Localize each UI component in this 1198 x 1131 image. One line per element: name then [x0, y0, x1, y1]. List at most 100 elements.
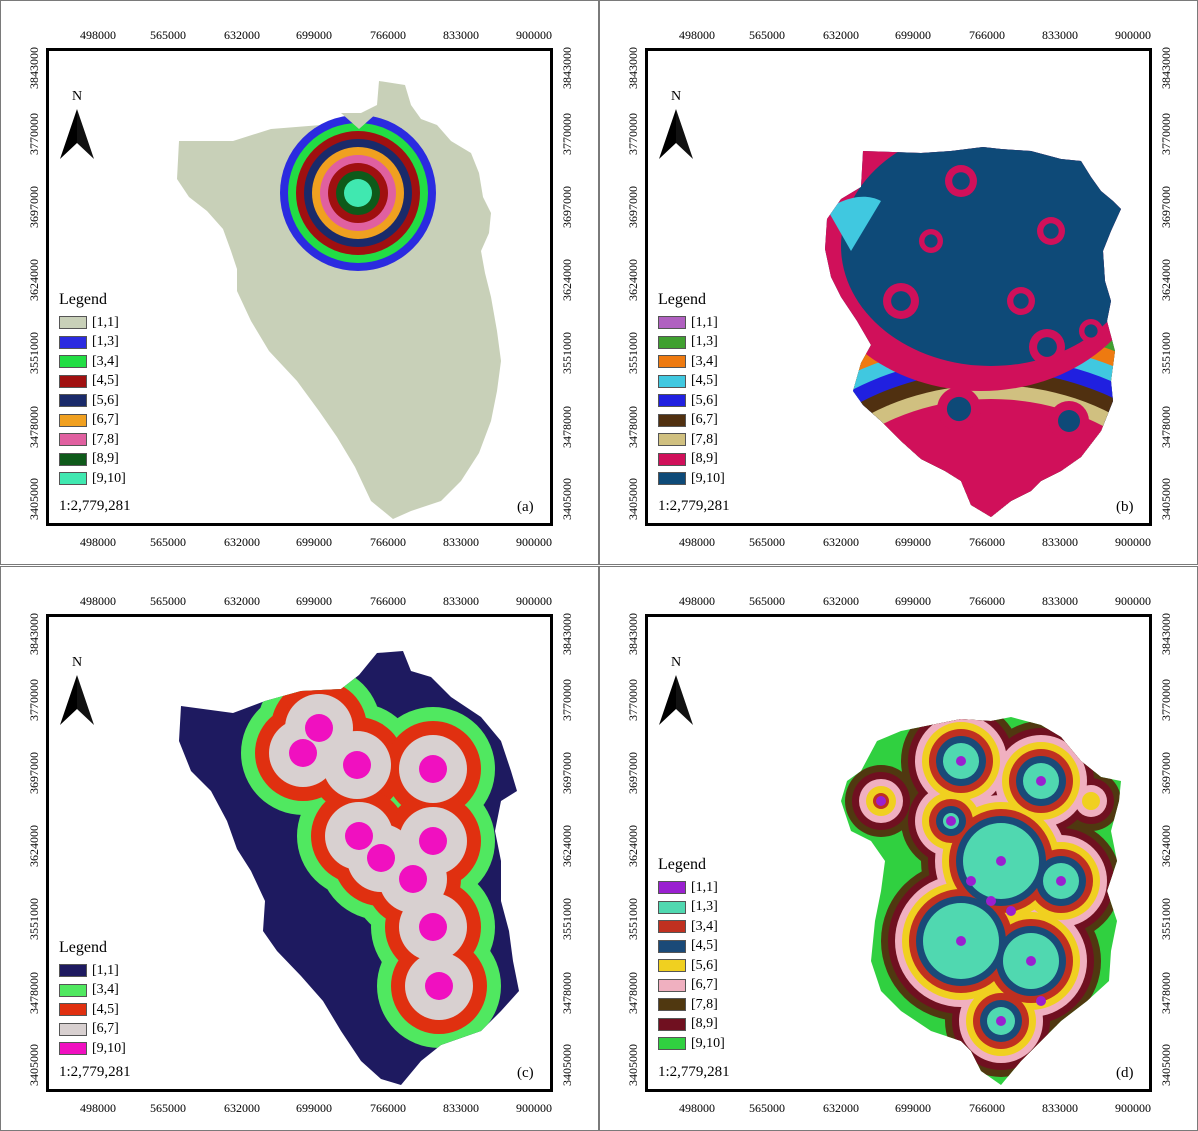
buffer-ring [344, 179, 372, 207]
legend-swatch [658, 433, 686, 447]
legend-item: [6,7] [658, 976, 725, 996]
north-arrow: N [656, 655, 696, 725]
y-tick-label-right: 3551000 [1159, 898, 1173, 940]
y-tick-label-right: 3624000 [1159, 259, 1173, 301]
x-tick-label-top: 632000 [224, 28, 260, 42]
x-tick-label-bottom: 766000 [969, 535, 1005, 549]
legend-item-label: [7,8] [92, 431, 119, 447]
buffer-ring [399, 865, 427, 893]
legend-swatch [658, 959, 686, 973]
y-tick-label-left: 3770000 [27, 113, 41, 155]
legend-swatch [658, 452, 686, 466]
y-tick-label-left: 3697000 [626, 752, 640, 794]
legend-item-label: [4,5] [92, 1001, 119, 1017]
y-tick-label-right: 3697000 [560, 186, 574, 228]
x-tick-label-bottom: 565000 [150, 535, 186, 549]
distance-band [1084, 324, 1098, 338]
legend: Legend [1,1] [1,3] [3,4] [4,5] [5,6] [6,7] [7,8… [658, 291, 725, 489]
north-arrow-label: N [670, 655, 682, 670]
y-tick-label-left: 3697000 [626, 186, 640, 228]
legend-item: [5,6] [658, 956, 725, 976]
y-tick-label-left: 3405000 [626, 1044, 640, 1086]
y-tick-label-left: 3843000 [626, 47, 640, 89]
y-tick-label-right: 3405000 [560, 1044, 574, 1086]
legend-item: [4,5] [658, 937, 725, 957]
x-tick-label-top: 766000 [370, 594, 406, 608]
y-tick-label-right: 3551000 [560, 898, 574, 940]
legend-item-label: [3,4] [92, 982, 119, 998]
legend-item: [6,7] [59, 411, 126, 431]
buffer-ring [305, 714, 333, 742]
north-arrow-icon [659, 109, 693, 159]
x-tick-label-top: 699000 [296, 594, 332, 608]
legend-swatch [658, 413, 686, 427]
legend-title: Legend [658, 291, 706, 308]
y-tick-label-left: 3551000 [27, 332, 41, 374]
distance-band [1058, 410, 1080, 432]
y-tick-label-right: 3405000 [1159, 478, 1173, 520]
legend: Legend [1,1] [1,3] [3,4] [4,5] [5,6] [6,7] [7,8… [658, 856, 725, 1054]
x-tick-label-bottom: 565000 [749, 1101, 785, 1115]
x-tick-label-bottom: 766000 [969, 1101, 1005, 1115]
legend-item: [3,4] [658, 917, 725, 937]
legend-swatch [658, 355, 686, 369]
y-tick-label-right: 3843000 [560, 613, 574, 655]
y-tick-label-right: 3697000 [1159, 186, 1173, 228]
x-tick-label-top: 833000 [443, 594, 479, 608]
panel-b: 498000 498000 565000 565000 632000 632000 6990… [599, 0, 1198, 565]
y-tick-label-right: 3478000 [560, 406, 574, 448]
y-tick-label-left: 3697000 [27, 752, 41, 794]
x-tick-label-top: 766000 [969, 594, 1005, 608]
north-arrow-icon [60, 109, 94, 159]
legend-title: Legend [658, 856, 706, 873]
x-tick-label-top: 833000 [1042, 28, 1078, 42]
legend-item: [8,9] [658, 450, 725, 470]
y-tick-label-left: 3624000 [27, 825, 41, 867]
panel-c: 498000 498000 565000 565000 632000 632000 6990… [0, 566, 599, 1131]
legend-swatch [59, 964, 87, 978]
legend-item: [8,9] [59, 450, 126, 470]
legend-swatch [59, 1022, 87, 1036]
legend-item: [5,6] [59, 391, 126, 411]
x-tick-label-bottom: 766000 [370, 1101, 406, 1115]
y-tick-label-left: 3770000 [626, 679, 640, 721]
x-tick-label-bottom: 833000 [1042, 535, 1078, 549]
distance-band [891, 291, 911, 311]
x-tick-label-top: 498000 [679, 594, 715, 608]
x-tick-label-top: 699000 [895, 594, 931, 608]
x-tick-label-top: 632000 [823, 594, 859, 608]
legend-swatch [658, 998, 686, 1012]
y-tick-label-left: 3843000 [626, 613, 640, 655]
legend-item: [4,5] [59, 1000, 126, 1020]
y-tick-label-left: 3770000 [27, 679, 41, 721]
scale-label: 1:2,779,281 [658, 1064, 730, 1080]
legend-item-label: [6,7] [691, 412, 718, 428]
legend-swatch [658, 939, 686, 953]
x-tick-label-bottom: 498000 [679, 1101, 715, 1115]
suitability-layer [825, 147, 1121, 517]
suitability-layer [845, 717, 1121, 1077]
legend-item-label: [1,3] [92, 334, 119, 350]
map-area [841, 717, 1121, 1085]
y-tick-label-right: 3551000 [1159, 332, 1173, 374]
legend-item: [3,4] [59, 981, 126, 1001]
north-arrow-icon [659, 675, 693, 725]
legend-item-label: [4,5] [691, 938, 718, 954]
legend-item-label: [5,6] [92, 392, 119, 408]
legend-swatch [59, 983, 87, 997]
x-tick-label-top: 498000 [80, 594, 116, 608]
legend-swatch [658, 472, 686, 486]
y-tick-label-right: 3624000 [1159, 825, 1173, 867]
legend-swatch [59, 413, 87, 427]
y-tick-label-left: 3478000 [27, 406, 41, 448]
legend-item: [3,4] [59, 352, 126, 372]
x-tick-label-top: 632000 [224, 594, 260, 608]
y-tick-label-right: 3478000 [1159, 406, 1173, 448]
north-arrow: N [57, 655, 97, 725]
north-arrow: N [57, 89, 97, 159]
y-tick-label-right: 3478000 [1159, 972, 1173, 1014]
x-tick-label-top: 565000 [150, 594, 186, 608]
legend-item-label: [4,5] [92, 373, 119, 389]
x-tick-label-bottom: 900000 [516, 1101, 552, 1115]
y-tick-label-right: 3770000 [560, 679, 574, 721]
